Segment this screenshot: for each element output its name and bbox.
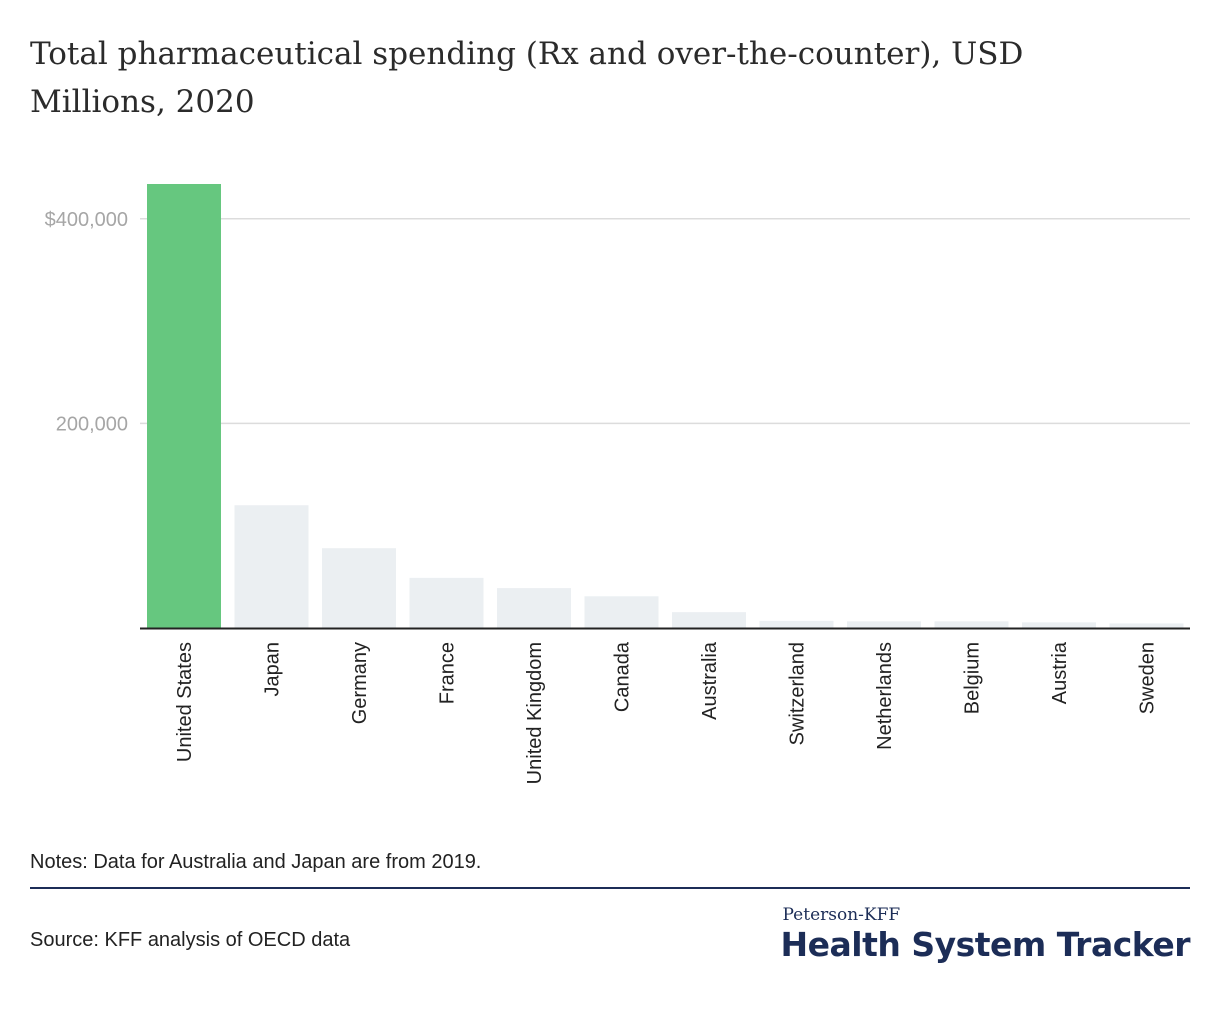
y-tick-label: $400,000 bbox=[45, 209, 128, 231]
x-tick-label: Belgium bbox=[962, 642, 984, 714]
x-tick-label: Netherlands bbox=[874, 642, 896, 750]
y-tick-labels: 200,000 $400,000 bbox=[45, 209, 128, 436]
bar-chart: 200,000 $400,000 United States Japan German… bbox=[45, 184, 1190, 784]
x-tick-label: Switzerland bbox=[787, 642, 809, 745]
gridlines bbox=[140, 218, 1190, 425]
bar-switzerland bbox=[759, 620, 834, 628]
logo-title: Health System Tracker bbox=[780, 925, 1191, 964]
bar-japan bbox=[234, 505, 309, 628]
bar-sweden bbox=[1109, 623, 1184, 628]
bar-france bbox=[409, 577, 484, 628]
chart-notes: Notes: Data for Australia and Japan are … bbox=[30, 851, 482, 873]
x-tick-label: Austria bbox=[1049, 641, 1071, 704]
bar-netherlands bbox=[847, 621, 921, 628]
bar-united-kingdom bbox=[497, 588, 571, 628]
bar-canada bbox=[584, 596, 659, 628]
bars bbox=[147, 184, 1184, 628]
bar-belgium bbox=[934, 621, 1009, 628]
x-tick-labels: United States Japan Germany France United Ki… bbox=[174, 641, 1159, 784]
bar-australia bbox=[672, 612, 746, 628]
chart-title: Total pharmaceutical spending (Rx and ov… bbox=[30, 36, 1024, 120]
brand-logo: Peterson-KFF Health System Tracker bbox=[781, 905, 1191, 965]
x-tick-label: Australia bbox=[699, 641, 721, 720]
y-tick-label: 200,000 bbox=[56, 413, 128, 435]
x-tick-label: United Kingdom bbox=[524, 642, 546, 784]
x-tick-label: Sweden bbox=[1137, 642, 1159, 714]
chart-source: Source: KFF analysis of OECD data bbox=[30, 929, 351, 951]
x-tick-label: Japan bbox=[262, 642, 284, 697]
bar-united-states bbox=[147, 184, 221, 628]
bar-austria bbox=[1022, 622, 1096, 628]
x-tick-label: Canada bbox=[612, 641, 634, 712]
x-tick-label: France bbox=[437, 642, 459, 704]
footer-divider bbox=[30, 887, 1190, 889]
bar-germany bbox=[322, 548, 396, 628]
x-tick-label: Germany bbox=[349, 642, 371, 724]
logo-subtitle: Peterson-KFF bbox=[782, 905, 901, 925]
x-tick-label: United States bbox=[174, 642, 196, 762]
